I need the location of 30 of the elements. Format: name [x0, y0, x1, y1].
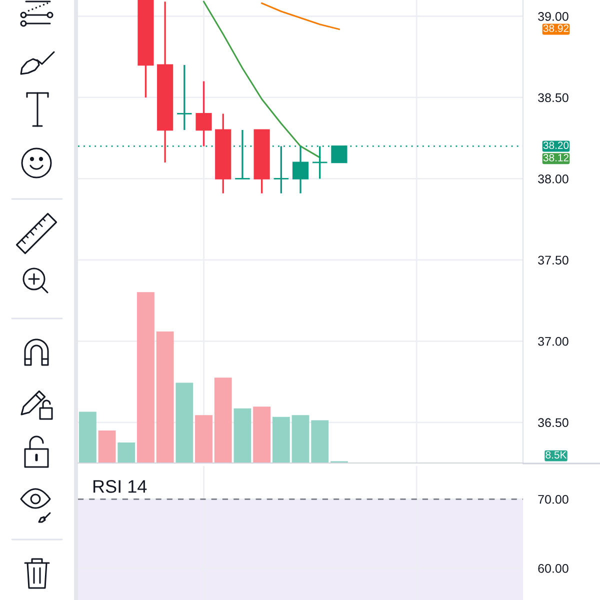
line-series [202, 0, 321, 158]
bar [292, 415, 310, 463]
bar [98, 430, 116, 463]
y-tick-label: 36.50 [538, 418, 568, 428]
text: 8.5K [546, 451, 567, 459]
bar [118, 442, 136, 463]
y-tick-label: 38.50 [538, 93, 568, 102]
y-tick-label: 38.00 [538, 174, 568, 184]
y-tick-label: 37.50 [538, 256, 568, 265]
bar [253, 406, 271, 463]
bar [195, 415, 212, 463]
bar [214, 378, 232, 463]
bar [176, 382, 194, 463]
ref-line-label: 38.20 [543, 142, 569, 150]
bar [137, 292, 154, 463]
bar [234, 408, 252, 463]
candlestick [196, 80, 212, 148]
text: RSI 14 [93, 480, 147, 493]
y-tick-label: 60.00 [538, 564, 568, 573]
candlestick [176, 64, 192, 131]
bar [311, 420, 329, 463]
text: 38.92 [543, 24, 569, 32]
y-tick-label: 70.00 [538, 494, 568, 504]
bar [78, 412, 96, 463]
bar [272, 416, 290, 463]
text: 38.12 [543, 154, 569, 162]
bar [156, 331, 174, 463]
line-series [261, 2, 340, 30]
y-tick-label: 39.00 [538, 12, 568, 21]
y-tick-label: 37.00 [538, 336, 568, 346]
